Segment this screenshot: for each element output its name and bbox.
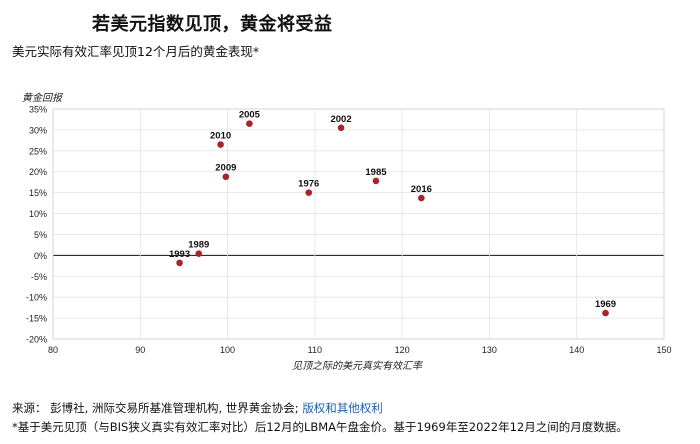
x-tick-label: 80 [48,345,58,355]
data-point [337,124,345,132]
y-tick-label: -5% [31,272,47,282]
page-title: 若美元指数见顶，黄金将受益 [92,14,333,35]
data-point-label: 2005 [239,110,261,121]
data-point-label: 2009 [215,163,236,174]
y-tick-label: -20% [26,335,47,345]
data-point [195,250,203,257]
rights-link[interactable]: 版权和其他权利 [302,401,383,415]
source-text: 来源： 彭博社, 洲际交易所基准管理机构, 世界黄金协会; [12,401,303,415]
y-tick-label: 10% [29,209,47,219]
y-tick-label: 30% [29,125,47,135]
data-point-label: 2010 [210,131,231,142]
data-point-label: 1969 [595,299,616,310]
x-axis-label: 见顶之际的美元真实有效汇率 [292,360,424,372]
y-tick-label: 25% [29,146,47,156]
data-point [602,309,609,317]
x-tick-label: 130 [482,345,497,355]
y-tick-label: 0% [34,251,47,261]
source-line: 来源： 彭博社, 洲际交易所基准管理机构, 世界黄金协会; 版权和其他权利 [12,400,383,416]
data-point [372,177,380,185]
data-point [176,259,183,267]
scatter-chart: 黄金回报 见顶之际的美元真实有效汇率 35% 30% 25% 20% 15% 10% 5% 0… [22,92,672,372]
data-point-label: 1985 [365,167,387,178]
y-tick-label: 20% [29,167,47,177]
x-tick-label: 140 [569,345,584,355]
data-point-label: 1976 [298,179,319,190]
data-point-label: 2002 [330,114,351,125]
chart-subtitle: 美元实际有效汇率见顶12个月后的黄金表现* [12,44,260,59]
y-tick-label: -15% [26,314,47,324]
plot-frame [52,108,665,340]
data-point [246,120,253,127]
x-tick-label: 110 [308,345,322,355]
y-tick-label: 35% [29,105,47,115]
y-tick-label: 15% [29,188,47,198]
y-axis-label: 黄金回报 [22,92,63,104]
data-point-label: 1993 [169,249,190,260]
data-point [217,141,224,148]
y-tick-label: -10% [26,293,47,303]
data-point [305,189,313,196]
x-tick-label: 100 [220,345,235,355]
data-point [418,194,425,202]
footnote: *基于美元见顶（与BIS狭义真实有效汇率对比）后12月的LBMA午盘金价。基于1… [12,420,628,434]
x-tick-label: 150 [656,345,671,355]
data-point [222,173,230,181]
data-point-label: 1989 [188,240,209,251]
x-tick-label: 90 [135,345,145,355]
y-tick-label: 5% [34,230,47,240]
x-tick-label: 120 [395,345,410,355]
data-point-label: 2016 [411,184,432,195]
